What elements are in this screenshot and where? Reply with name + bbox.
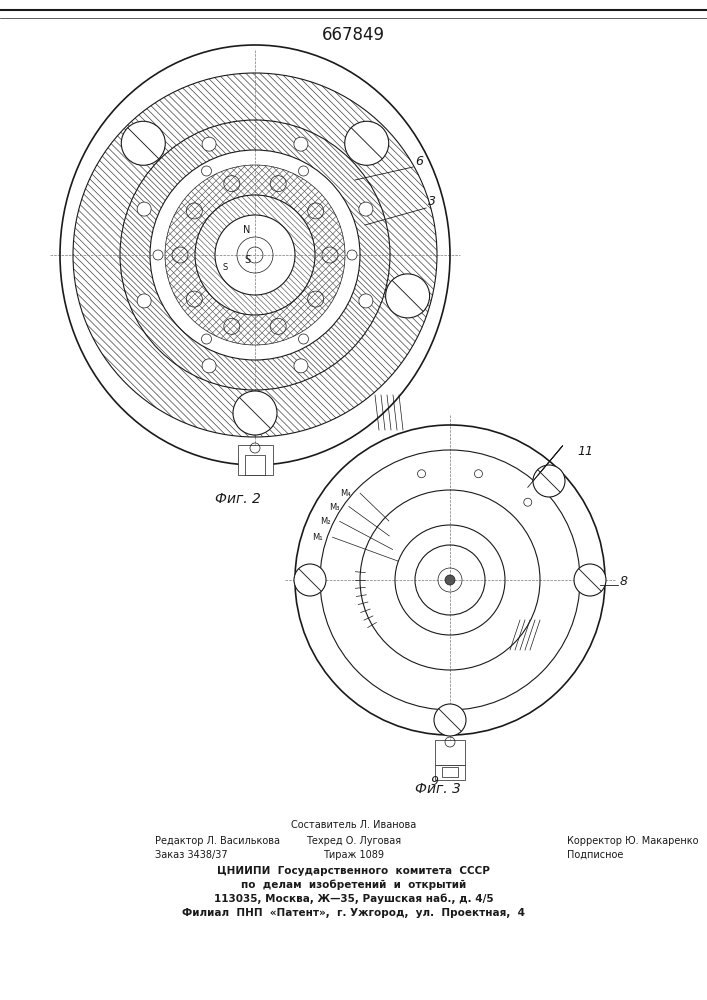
Text: 9: 9 xyxy=(430,775,438,788)
Text: M₄: M₄ xyxy=(340,489,351,498)
Text: Фиг. 2: Фиг. 2 xyxy=(215,492,261,506)
Bar xyxy=(435,765,465,780)
Text: Редактор Л. Василькова: Редактор Л. Василькова xyxy=(155,836,280,846)
Bar xyxy=(435,740,465,765)
Text: Филиал  ПНП  «Патент»,  г. Ужгород,  ул.  Проектная,  4: Филиал ПНП «Патент», г. Ужгород, ул. Про… xyxy=(182,908,525,918)
Circle shape xyxy=(233,391,277,435)
Bar xyxy=(238,445,272,475)
Circle shape xyxy=(345,121,389,165)
Text: 11: 11 xyxy=(578,445,594,458)
Circle shape xyxy=(434,704,466,736)
Circle shape xyxy=(202,137,216,151)
Circle shape xyxy=(201,166,211,176)
Bar xyxy=(442,767,458,777)
Circle shape xyxy=(298,334,308,344)
Text: Заказ 3438/37: Заказ 3438/37 xyxy=(155,850,228,860)
Circle shape xyxy=(533,465,565,497)
Circle shape xyxy=(122,121,165,165)
Circle shape xyxy=(359,294,373,308)
Text: N: N xyxy=(243,225,251,235)
Text: Подписное: Подписное xyxy=(567,850,624,860)
Text: ЦНИИПИ  Государственного  комитета  СССР: ЦНИИПИ Государственного комитета СССР xyxy=(217,866,490,876)
Circle shape xyxy=(137,202,151,216)
Text: S: S xyxy=(223,263,228,272)
Circle shape xyxy=(137,294,151,308)
Circle shape xyxy=(474,470,482,478)
Circle shape xyxy=(202,359,216,373)
Circle shape xyxy=(418,470,426,478)
Circle shape xyxy=(445,575,455,585)
Circle shape xyxy=(294,564,326,596)
Text: по  делам  изобретений  и  открытий: по делам изобретений и открытий xyxy=(241,880,466,890)
Circle shape xyxy=(294,359,308,373)
Circle shape xyxy=(294,137,308,151)
Circle shape xyxy=(201,334,211,344)
Text: M₁: M₁ xyxy=(312,533,323,542)
Text: Тираж 1089: Тираж 1089 xyxy=(323,850,384,860)
Circle shape xyxy=(385,274,430,318)
Text: S: S xyxy=(244,255,250,265)
Circle shape xyxy=(524,498,532,506)
Bar xyxy=(245,455,265,475)
Circle shape xyxy=(347,250,357,260)
Circle shape xyxy=(298,166,308,176)
Text: M₂: M₂ xyxy=(320,517,330,526)
Text: 8: 8 xyxy=(620,575,628,588)
Circle shape xyxy=(153,250,163,260)
Text: 6: 6 xyxy=(415,155,423,168)
Text: 113035, Москва, Ж—35, Раушская наб., д. 4/5: 113035, Москва, Ж—35, Раушская наб., д. … xyxy=(214,894,493,904)
Text: M₃: M₃ xyxy=(329,503,339,512)
Text: 3: 3 xyxy=(428,195,436,208)
Text: Корректор Ю. Макаренко: Корректор Ю. Макаренко xyxy=(567,836,699,846)
Text: 667849: 667849 xyxy=(322,26,385,44)
Text: Фиг. 3: Фиг. 3 xyxy=(415,782,461,796)
Circle shape xyxy=(574,564,606,596)
Circle shape xyxy=(359,202,373,216)
Text: Составитель Л. Иванова: Составитель Л. Иванова xyxy=(291,820,416,830)
Text: Техред О. Луговая: Техред О. Луговая xyxy=(306,836,401,846)
